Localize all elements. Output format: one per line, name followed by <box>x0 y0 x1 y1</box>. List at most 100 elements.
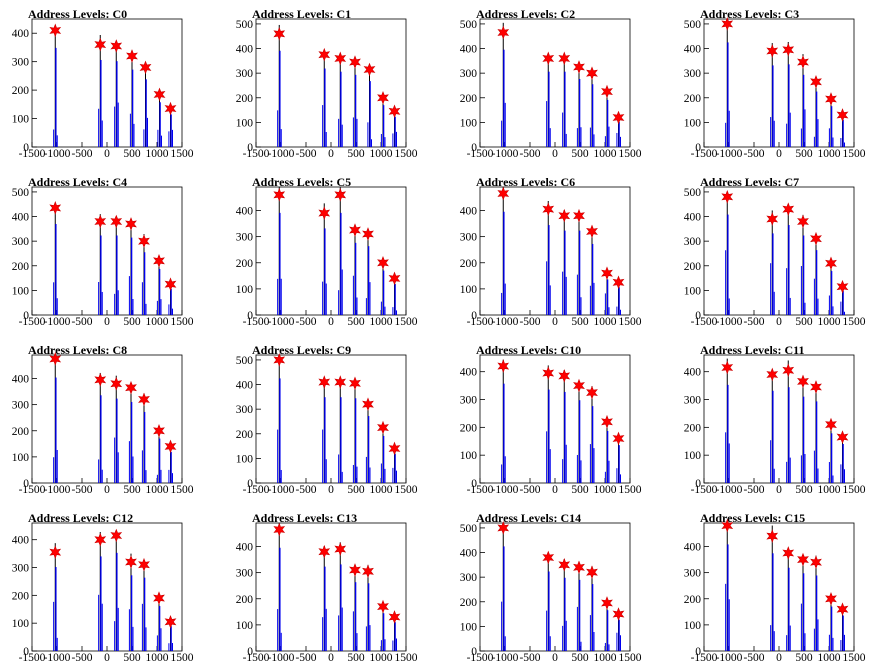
y-tick-label: 100 <box>684 117 702 129</box>
chart-panel: Address Levels: C70100200300400500-1500-… <box>684 175 866 328</box>
x-tick-label: 0 <box>776 148 782 160</box>
y-tick-label: 100 <box>460 284 478 296</box>
x-tick-label: -1000 <box>268 484 295 496</box>
y-tick-label: 200 <box>12 261 30 273</box>
peak-star-marker <box>825 591 837 606</box>
y-tick-label: 0 <box>247 310 253 322</box>
peak-star-marker <box>542 202 555 217</box>
y-tick-label: 300 <box>12 400 30 412</box>
peak-star-marker <box>318 375 331 389</box>
chart-panel: Address Levels: C10100200300400500-1500-… <box>236 7 418 160</box>
peak-star-marker <box>164 277 177 292</box>
x-tick-label: 500 <box>571 316 589 328</box>
x-tick-label: 0 <box>776 652 782 664</box>
peak-star-marker <box>825 256 837 271</box>
peak-star-marker <box>836 279 849 294</box>
x-tick-label: 1500 <box>171 148 194 160</box>
x-tick-label: 500 <box>347 484 365 496</box>
chart-title: Address Levels: C7 <box>700 175 799 189</box>
chart-panel: Address Levels: C6 0 100 200 300 400 -1500-100… <box>460 175 642 328</box>
peak-star-marker <box>558 557 571 572</box>
peak-star-marker <box>334 187 347 202</box>
x-tick-label: 1500 <box>395 652 418 664</box>
y-tick-label: 200 <box>684 594 702 606</box>
peak-star-marker <box>782 202 795 217</box>
x-tick-label: 1000 <box>594 148 617 160</box>
peak-star-marker <box>586 565 598 580</box>
y-tick-label: 300 <box>460 68 478 80</box>
peak-star-marker <box>49 23 62 38</box>
y-tick-label: 0 <box>695 478 701 490</box>
peak-star-marker <box>125 217 137 231</box>
peak-star-marker <box>164 439 177 454</box>
peak-star-marker <box>810 74 822 89</box>
peak-star-marker <box>586 66 598 81</box>
x-tick-label: 1000 <box>370 652 393 664</box>
x-tick-label: 0 <box>328 484 334 496</box>
peak-star-marker <box>377 255 389 270</box>
x-tick-label: -1500 <box>691 484 718 496</box>
peak-star-marker <box>349 376 361 391</box>
y-tick-label: 300 <box>12 57 30 69</box>
peak-star-marker <box>542 51 555 66</box>
peak-star-marker <box>318 47 331 62</box>
y-tick-label: 0 <box>23 310 29 322</box>
x-tick-label: 0 <box>328 148 334 160</box>
chart-title: Address Levels: C14 <box>476 511 581 525</box>
peak-star-marker <box>797 214 809 229</box>
x-tick-label: -500 <box>519 652 540 664</box>
x-tick-label: -500 <box>295 316 316 328</box>
y-tick-label: 300 <box>236 68 254 80</box>
y-tick-label: 200 <box>460 93 478 105</box>
x-tick-label: -500 <box>519 316 540 328</box>
x-tick-label: -500 <box>71 148 92 160</box>
peak-star-marker <box>497 186 510 201</box>
y-tick-label: 200 <box>236 429 254 441</box>
peak-star-marker <box>721 518 734 533</box>
x-tick-label: -500 <box>71 316 92 328</box>
y-tick-label: 400 <box>12 212 30 224</box>
x-tick-label: 1000 <box>594 652 617 664</box>
x-tick-label: 0 <box>328 316 334 328</box>
peak-star-marker <box>612 275 625 290</box>
x-tick-label: 1000 <box>818 652 841 664</box>
y-tick-label: 0 <box>23 478 29 490</box>
x-tick-label: -1500 <box>691 316 718 328</box>
x-tick-label: -500 <box>295 148 316 160</box>
x-tick-label: -1000 <box>44 316 71 328</box>
peak-star-marker <box>153 87 166 102</box>
y-tick-label: 300 <box>684 68 702 80</box>
x-tick-label: 1500 <box>171 484 194 496</box>
peak-star-marker <box>388 104 401 119</box>
peak-star-marker <box>825 92 837 106</box>
x-tick-label: 1500 <box>843 316 866 328</box>
x-tick-label: -1000 <box>716 484 743 496</box>
x-tick-label: 1500 <box>171 652 194 664</box>
peak-star-marker <box>164 101 177 116</box>
y-tick-label: 0 <box>695 646 701 658</box>
y-tick-label: 400 <box>236 44 254 56</box>
peak-star-marker <box>273 26 286 41</box>
peak-star-marker <box>110 528 123 543</box>
chart-panel: Address Levels: C14 0 100 200 300 400 500 -1500… <box>460 511 642 664</box>
y-tick-label: 200 <box>236 258 254 270</box>
y-tick-label: 500 <box>460 523 478 535</box>
x-tick-label: -1000 <box>44 652 71 664</box>
peak-star-marker <box>138 234 150 249</box>
peak-star-marker <box>388 610 401 624</box>
x-tick-label: 1000 <box>146 484 169 496</box>
x-tick-label: 1000 <box>146 148 169 160</box>
peak-star-marker <box>558 208 571 223</box>
peak-star-marker <box>797 55 809 69</box>
x-tick-label: 1000 <box>818 316 841 328</box>
y-tick-label: 100 <box>12 285 30 297</box>
peak-star-marker <box>836 430 849 444</box>
y-tick-label: 100 <box>236 620 254 632</box>
peak-star-marker <box>349 563 361 577</box>
x-tick-label: 1500 <box>395 316 418 328</box>
chart-panel: Address Levels: C11 0 100 200 300 400 -1500-10… <box>684 343 866 496</box>
x-tick-label: 0 <box>552 652 558 664</box>
y-tick-label: 300 <box>236 232 254 244</box>
y-tick-label: 400 <box>684 212 702 224</box>
x-tick-label: 1000 <box>818 148 841 160</box>
